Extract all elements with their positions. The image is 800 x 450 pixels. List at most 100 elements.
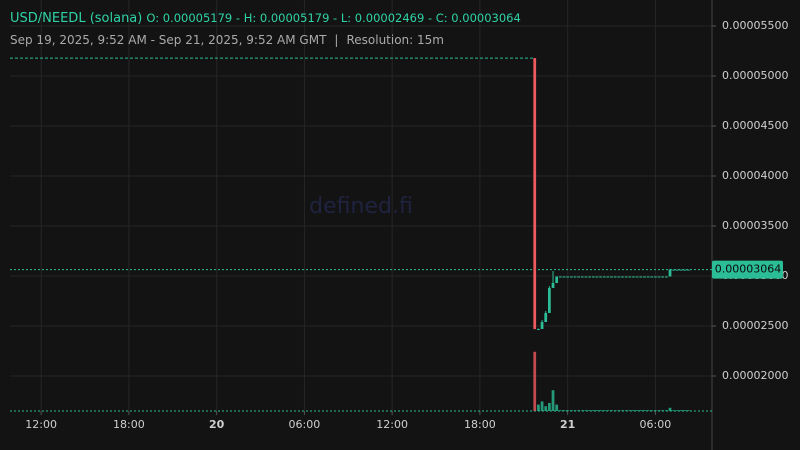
- volume-bar: [661, 410, 665, 411]
- candle-body: [683, 269, 687, 271]
- candle-body: [595, 276, 599, 278]
- candle-body: [580, 276, 584, 278]
- volume-bar: [555, 404, 559, 411]
- candle-body: [675, 269, 679, 271]
- candle-body: [668, 269, 672, 277]
- candle-body: [679, 269, 683, 271]
- volume-bar: [573, 410, 577, 411]
- volume-bar: [650, 410, 654, 411]
- x-tick-label: 06:00: [289, 418, 321, 431]
- candle-body: [664, 276, 668, 278]
- volume-bar: [613, 410, 617, 411]
- candle-body: [650, 276, 654, 278]
- ohlc-readout: O: 0.00005179 - H: 0.00005179 - L: 0.000…: [146, 11, 521, 25]
- volume-bar: [577, 410, 580, 411]
- candle-body: [599, 276, 602, 278]
- volume-bar: [610, 410, 613, 411]
- header-line: USD/NEEDL (solana) O: 0.00005179 - H: 0.0…: [10, 11, 521, 26]
- candle-body: [558, 276, 562, 278]
- volume-bar: [599, 410, 602, 411]
- candle-body: [602, 276, 606, 278]
- x-tick-label: 18:00: [464, 418, 496, 431]
- candle-body: [632, 276, 635, 278]
- candle-body: [610, 276, 613, 278]
- volume-bar: [657, 410, 661, 411]
- volume-bar: [643, 410, 646, 411]
- candle-body: [577, 276, 580, 278]
- candle-body: [544, 313, 548, 322]
- candle-body: [657, 276, 661, 278]
- candle-body: [588, 276, 591, 278]
- candle-body: [537, 329, 540, 330]
- y-tick-label: 0.00004000: [722, 169, 788, 182]
- x-tick-label: 21: [560, 418, 575, 431]
- volume-bar: [632, 410, 635, 411]
- y-tick-label: 0.00003500: [722, 219, 788, 232]
- candle-body: [606, 276, 610, 278]
- volume-bar: [624, 410, 628, 411]
- candle-body: [569, 276, 573, 278]
- watermark: defined.fi: [309, 194, 413, 219]
- volume-bar: [686, 410, 690, 411]
- candle-body: [624, 276, 628, 278]
- y-tick-label: 0.00004500: [722, 119, 788, 132]
- volume-bar: [588, 410, 591, 411]
- x-tick-label: 12:00: [376, 418, 408, 431]
- candle-body: [621, 276, 624, 278]
- candle-body: [654, 276, 657, 278]
- volume-bar: [672, 410, 676, 411]
- candle-body: [540, 322, 544, 329]
- candle-body: [639, 276, 643, 278]
- x-tick-label: 18:00: [113, 418, 145, 431]
- volume-bar: [683, 410, 687, 411]
- volume-bar: [664, 410, 668, 411]
- candle-body: [643, 276, 646, 278]
- volume-bar: [595, 410, 599, 411]
- volume-bar: [558, 410, 562, 411]
- volume-bar: [679, 410, 683, 411]
- volume-bar: [668, 407, 672, 411]
- candle-body: [628, 276, 632, 278]
- candle-body: [533, 58, 537, 330]
- volume-bar: [540, 401, 544, 411]
- candle-body: [672, 269, 676, 271]
- volume-bar: [654, 410, 657, 411]
- x-tick-label: 06:00: [640, 418, 672, 431]
- symbol: USD/NEEDL (solana): [10, 11, 143, 26]
- sub-header: Sep 19, 2025, 9:52 AM - Sep 21, 2025, 9:…: [10, 33, 452, 47]
- y-tick-label: 0.00002500: [722, 319, 788, 332]
- candle-body: [584, 276, 588, 278]
- volume-bar: [606, 410, 610, 411]
- volume-bar: [602, 410, 606, 411]
- y-tick-label: 0.00002000: [722, 369, 788, 382]
- candle-body: [551, 283, 555, 288]
- volume-bar: [628, 410, 632, 411]
- resolution: Resolution: 15m: [346, 33, 444, 47]
- candle-body: [617, 276, 621, 278]
- volume-bar: [646, 410, 650, 411]
- candle-body: [661, 276, 665, 278]
- separator: |: [334, 33, 339, 47]
- candle-body: [591, 276, 595, 278]
- volume-bar: [675, 410, 679, 411]
- volume-bar: [533, 351, 537, 411]
- volume-bar: [562, 410, 566, 411]
- candle-body: [547, 288, 551, 313]
- last-price-tag: [712, 260, 783, 279]
- candle-body: [573, 276, 577, 278]
- volume-bar: [566, 410, 570, 411]
- volume-bar: [639, 410, 643, 411]
- volume-bar: [584, 410, 588, 411]
- candle-body: [646, 276, 650, 278]
- x-tick-label: 20: [209, 418, 225, 431]
- candle-body: [635, 276, 639, 278]
- candle-body: [613, 276, 617, 278]
- volume-bar: [544, 406, 548, 411]
- volume-bar: [537, 404, 540, 411]
- y-tick-label: 0.00005000: [722, 69, 788, 82]
- x-tick-label: 12:00: [25, 418, 57, 431]
- volume-bar: [617, 410, 621, 411]
- volume-bar: [635, 410, 639, 411]
